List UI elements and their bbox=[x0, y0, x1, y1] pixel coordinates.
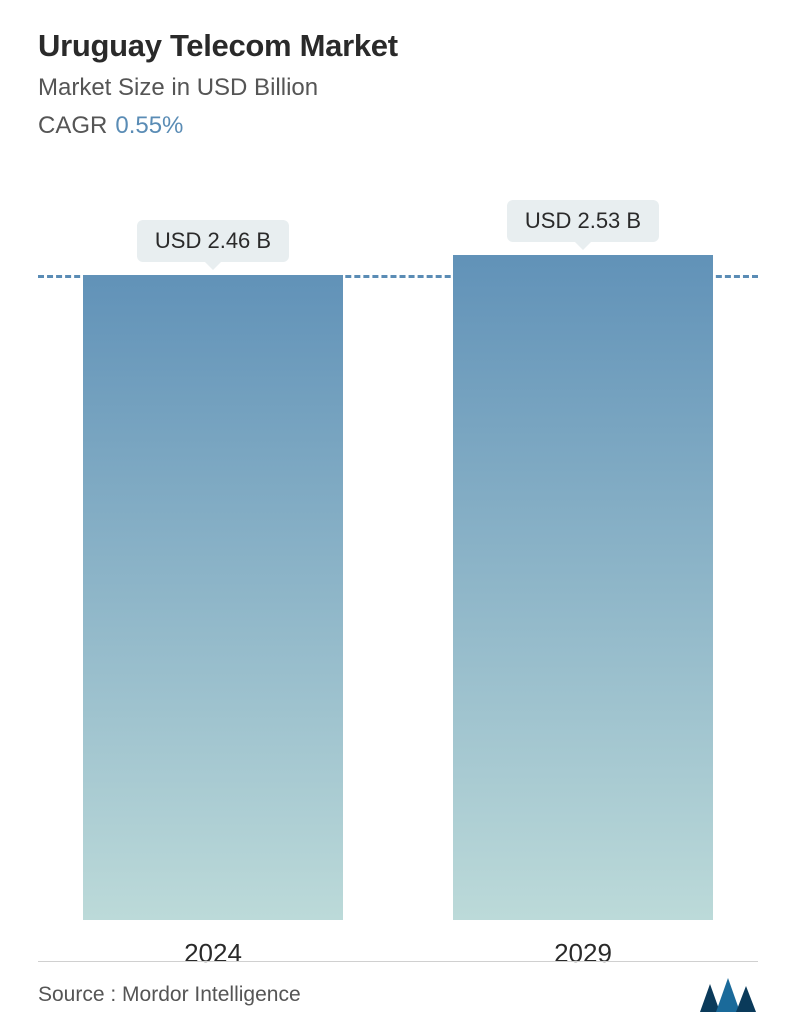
cagr-row: CAGR 0.55% bbox=[38, 112, 758, 140]
cagr-value: 0.55% bbox=[115, 112, 183, 139]
bars-wrapper: USD 2.46 B USD 2.53 B bbox=[58, 200, 738, 920]
bar-fill-2024 bbox=[83, 275, 343, 920]
cagr-label: CAGR bbox=[38, 112, 107, 139]
value-label-2029: USD 2.53 B bbox=[507, 200, 659, 242]
bar-group-2024: USD 2.46 B bbox=[68, 200, 358, 920]
brand-logo bbox=[698, 976, 758, 1014]
chart-title: Uruguay Telecom Market bbox=[38, 28, 758, 64]
chart-area: USD 2.46 B USD 2.53 B bbox=[58, 200, 738, 920]
value-label-2024: USD 2.46 B bbox=[137, 220, 289, 262]
chart-subtitle: Market Size in USD Billion bbox=[38, 74, 758, 102]
source-text: Source : Mordor Intelligence bbox=[38, 983, 301, 1007]
footer: Source : Mordor Intelligence bbox=[38, 961, 758, 1014]
bar-group-2029: USD 2.53 B bbox=[438, 200, 728, 920]
bar-2029 bbox=[453, 255, 713, 920]
logo-icon bbox=[698, 976, 758, 1014]
chart-container: Uruguay Telecom Market Market Size in US… bbox=[0, 0, 796, 1034]
bar-2024 bbox=[83, 275, 343, 920]
bar-fill-2029 bbox=[453, 255, 713, 920]
